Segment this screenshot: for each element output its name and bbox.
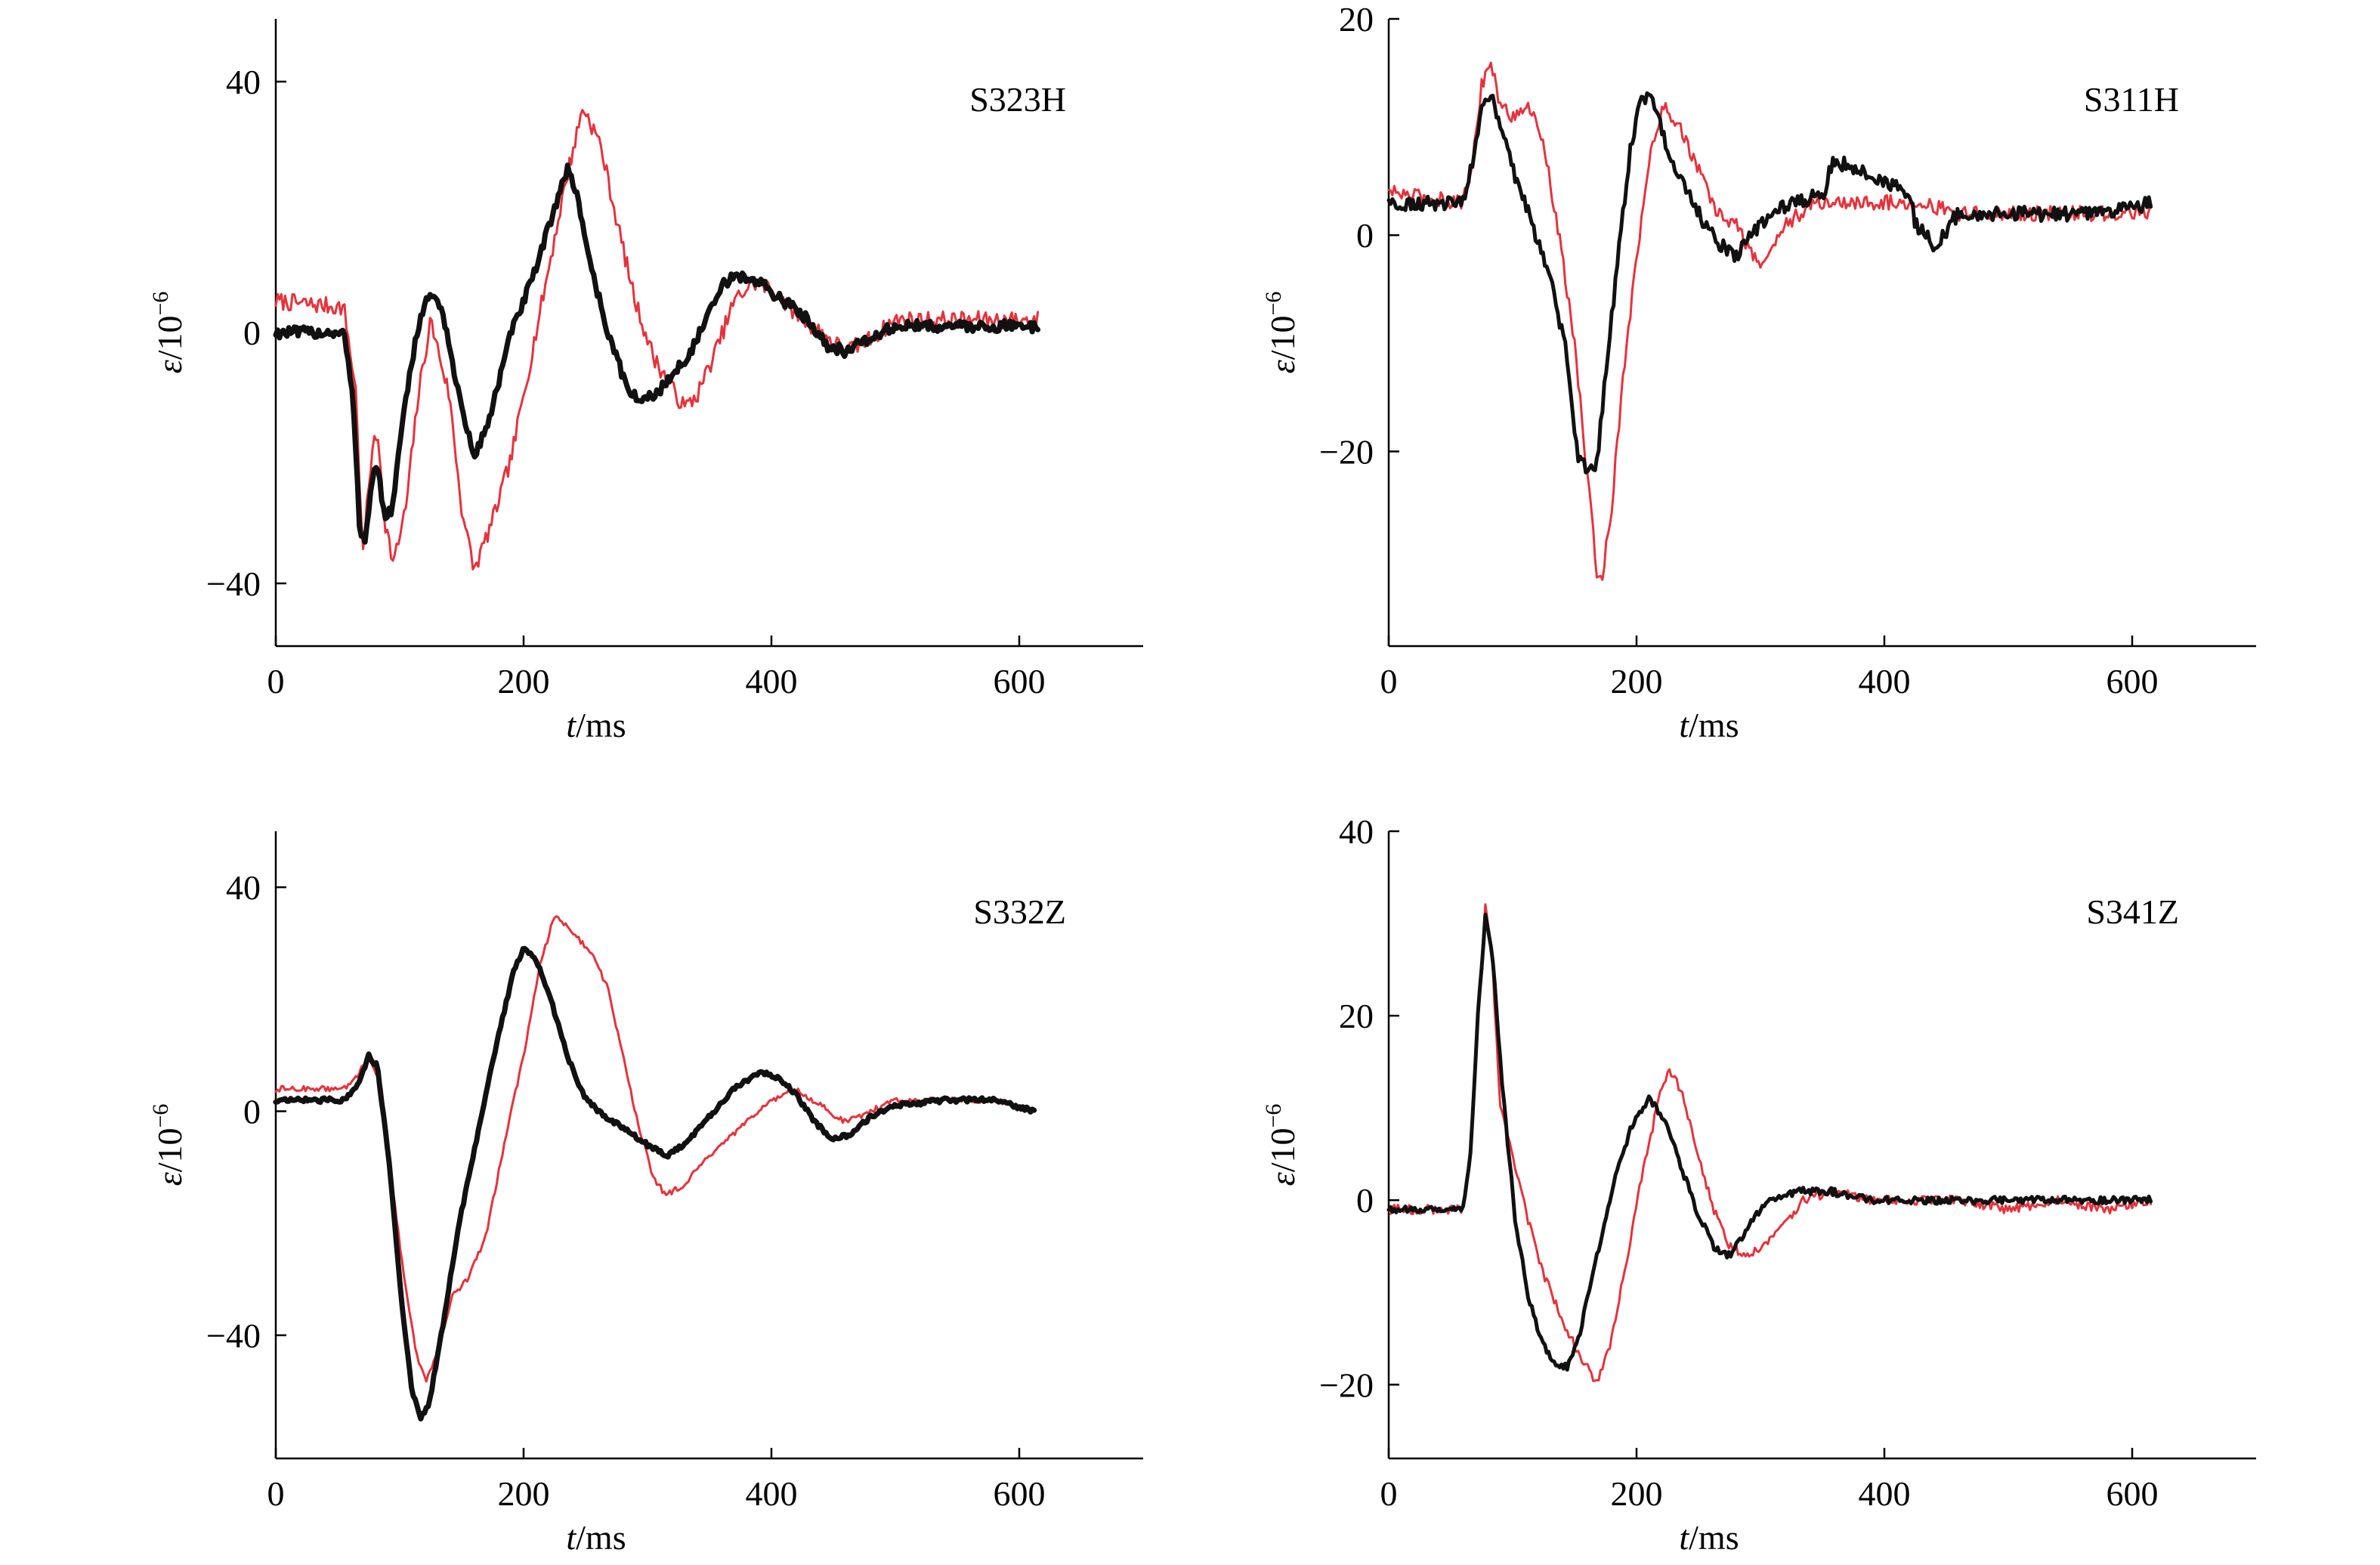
x-tick-label: 0 bbox=[267, 1474, 285, 1513]
y-axis-label-symbol: ε bbox=[1263, 359, 1302, 373]
x-tick-label: 400 bbox=[1859, 1474, 1911, 1513]
chart-panel: 0 200 400 600 −40 0 40 t/ms ε/10−6 S323H bbox=[148, 19, 1143, 744]
x-axis-label: t/ms bbox=[566, 1518, 626, 1557]
series-line-black bbox=[273, 162, 1041, 545]
x-axis-label-unit: /ms bbox=[576, 706, 626, 744]
series-line-black bbox=[273, 945, 1037, 1422]
series-line-black bbox=[1386, 91, 2153, 475]
panel-label: S341Z bbox=[2086, 892, 2179, 931]
y-axis-label: ε/10−6 bbox=[148, 1104, 189, 1186]
x-tick-label: 200 bbox=[1611, 662, 1663, 701]
x-tick-label: 600 bbox=[2106, 1474, 2159, 1513]
y-axis-label-symbol: ε bbox=[150, 1171, 189, 1186]
chart-panel: 0 200 400 600 −40 0 40 t/ms ε/10−6 S332Z bbox=[148, 831, 1143, 1557]
y-tick-label: 20 bbox=[1339, 997, 1374, 1035]
y-axis-label-unit: /10 bbox=[1263, 316, 1302, 360]
x-tick-label: 0 bbox=[1380, 1474, 1398, 1513]
y-axis-label-exponent: −6 bbox=[1261, 292, 1286, 316]
x-tick-label: 600 bbox=[994, 1474, 1046, 1513]
x-axis-label-symbol: t bbox=[1679, 706, 1689, 744]
x-tick-label: 600 bbox=[994, 662, 1046, 701]
x-axis-label-unit: /ms bbox=[1689, 706, 1739, 744]
series-line-black bbox=[1386, 912, 2153, 1372]
y-axis-label-exponent: −6 bbox=[148, 292, 173, 316]
y-tick-label: 0 bbox=[243, 1093, 261, 1131]
panel-label: S323H bbox=[969, 80, 1066, 119]
x-tick-label: 0 bbox=[267, 662, 285, 701]
x-axis-label: t/ms bbox=[1679, 1518, 1739, 1557]
y-tick-label: 40 bbox=[226, 63, 261, 101]
y-axis-label-unit: /10 bbox=[150, 1128, 189, 1173]
x-tick-label: 400 bbox=[1859, 662, 1911, 701]
x-tick-label: 0 bbox=[1380, 662, 1398, 701]
series-line-red bbox=[1387, 903, 2153, 1382]
y-axis-label-exponent: −6 bbox=[148, 1104, 173, 1128]
y-tick-label: 20 bbox=[1339, 0, 1374, 39]
x-axis-label-unit: /ms bbox=[1689, 1518, 1739, 1557]
x-axis-label-symbol: t bbox=[1679, 1518, 1689, 1557]
x-axis-label: t/ms bbox=[1679, 706, 1739, 744]
y-tick-label: 0 bbox=[243, 314, 261, 352]
y-axis-label-symbol: ε bbox=[1263, 1171, 1302, 1186]
y-tick-label: 0 bbox=[1356, 1181, 1374, 1220]
x-tick-label: 200 bbox=[498, 1474, 550, 1513]
x-tick-label: 400 bbox=[746, 662, 798, 701]
x-tick-label: 200 bbox=[498, 662, 550, 701]
y-axis-label-symbol: ε bbox=[150, 359, 189, 373]
x-axis-label: t/ms bbox=[566, 706, 626, 744]
y-axis-label: ε/10−6 bbox=[1261, 292, 1302, 374]
y-tick-label: −20 bbox=[1319, 432, 1374, 471]
y-tick-label: 40 bbox=[226, 868, 261, 907]
chart-panel: 0 200 400 600 −20 0 20 t/ms ε/10−6 S311H bbox=[1261, 0, 2256, 744]
y-tick-label: −40 bbox=[206, 1316, 261, 1355]
y-axis-label: ε/10−6 bbox=[1261, 1104, 1302, 1186]
y-tick-label: 0 bbox=[1356, 216, 1374, 255]
y-axis-label-exponent: −6 bbox=[1261, 1104, 1286, 1128]
y-axis-label-unit: /10 bbox=[150, 316, 189, 360]
x-tick-label: 400 bbox=[746, 1474, 798, 1513]
y-tick-label: 40 bbox=[1339, 812, 1374, 851]
panel-label: S332Z bbox=[973, 892, 1066, 931]
y-axis-label-unit: /10 bbox=[1263, 1128, 1302, 1173]
y-axis-label: ε/10−6 bbox=[148, 292, 189, 374]
series-line-red bbox=[1387, 61, 2153, 581]
x-tick-label: 200 bbox=[1611, 1474, 1663, 1513]
y-tick-label: −20 bbox=[1319, 1366, 1374, 1404]
panel-label: S311H bbox=[2084, 80, 2179, 119]
x-axis-label-symbol: t bbox=[566, 706, 576, 744]
y-tick-label: −40 bbox=[206, 564, 261, 603]
series-line-red bbox=[274, 109, 1040, 571]
x-axis-label-symbol: t bbox=[566, 1518, 576, 1557]
chart-panel: 0 200 400 600 −20 0 20 40 t/ms ε/10−6 S341Z bbox=[1261, 812, 2256, 1557]
x-axis-label-unit: /ms bbox=[576, 1518, 626, 1557]
x-tick-label: 600 bbox=[2106, 662, 2159, 701]
